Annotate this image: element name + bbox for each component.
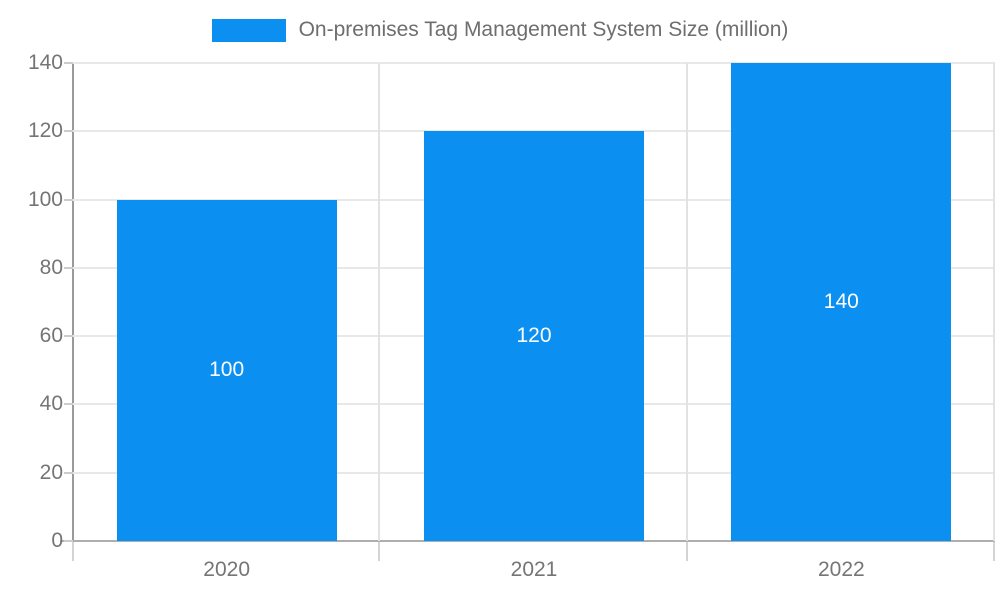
bar-data-label: 100	[209, 358, 245, 382]
x-tick-label: 2020	[203, 558, 251, 581]
x-tick	[993, 542, 995, 561]
y-tick	[64, 198, 73, 201]
y-axis-line	[72, 63, 74, 541]
y-tick-label: 40	[39, 392, 63, 416]
plot-area: 100 120 140	[73, 62, 995, 541]
y-tick-label: 100	[27, 187, 63, 211]
x-tick	[685, 542, 688, 561]
bar: 120	[424, 131, 644, 541]
y-tick-label: 60	[39, 324, 63, 348]
x-gridline	[993, 63, 995, 541]
y-tick	[64, 335, 73, 338]
bar-data-label: 140	[823, 290, 859, 313]
legend-label: On-premises Tag Management System Size (…	[298, 18, 789, 41]
y-tick-label: 140	[27, 51, 63, 74]
y-gridline	[73, 62, 995, 64]
y-tick	[64, 266, 73, 269]
legend: On-premises Tag Management System Size (…	[0, 18, 1000, 42]
x-tick-label: 2021	[510, 558, 558, 581]
y-tick	[64, 62, 73, 64]
x-tick-label: 2022	[817, 558, 865, 581]
legend-swatch	[211, 18, 286, 42]
x-gridline	[378, 63, 381, 541]
bar: 140	[731, 63, 952, 541]
y-tick	[64, 130, 73, 133]
x-tick	[378, 542, 381, 561]
y-gridline	[73, 130, 995, 133]
y-tick	[64, 540, 73, 542]
x-axis-line	[60, 540, 995, 542]
x-tick	[72, 542, 74, 561]
y-tick-label: 0	[51, 529, 63, 552]
x-gridline	[685, 63, 688, 541]
y-tick	[64, 403, 73, 406]
y-tick-label: 20	[39, 460, 63, 484]
bar-data-label: 120	[516, 324, 552, 348]
y-tick	[64, 471, 73, 474]
bar: 100	[116, 199, 337, 541]
y-tick-label: 80	[39, 255, 63, 279]
y-tick-label: 120	[27, 119, 63, 143]
